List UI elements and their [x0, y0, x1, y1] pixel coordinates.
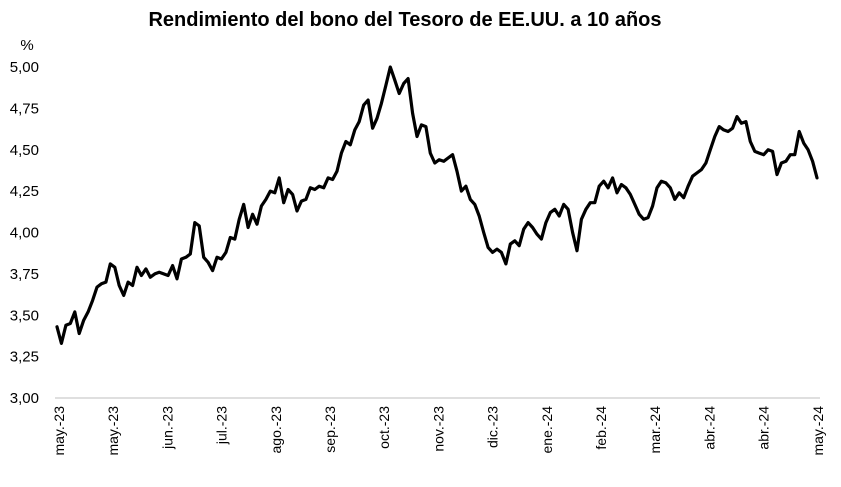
y-tick-label: 4,00: [10, 225, 39, 242]
x-tick-label: sep.-23: [322, 406, 338, 453]
x-axis-ticks: may.-23 may.-23 jun.-23 jul.-23 ago.-23 sep.-…: [51, 406, 826, 456]
x-tick-label: may.-23: [51, 406, 67, 456]
y-tick-label: 5,00: [10, 59, 39, 76]
y-tick-label: 4,50: [10, 142, 39, 159]
x-tick-label: abr.-24: [756, 406, 772, 450]
x-tick-label: dic.-23: [485, 406, 501, 448]
chart-title: Rendimiento del bono del Tesoro de EE.UU…: [148, 9, 661, 31]
y-tick-label: 3,00: [10, 390, 39, 407]
x-tick-label: ago.-23: [268, 406, 284, 454]
x-tick-label: may.-24: [810, 406, 826, 456]
x-tick-label: jul.-23: [214, 406, 230, 445]
series-line: [55, 65, 819, 345]
x-tick-label: ene.-24: [539, 406, 555, 454]
y-unit-label: %: [20, 37, 33, 54]
x-tick-label: abr.-24: [701, 406, 717, 450]
y-axis-ticks: 3,00 3,25 3,50 3,75 4,00 4,25 4,50 4,75 5,00: [10, 59, 39, 407]
x-tick-label: may.-23: [105, 406, 121, 456]
x-tick-label: oct.-23: [376, 406, 392, 449]
x-tick-label: nov.-23: [430, 406, 446, 452]
y-tick-label: 4,75: [10, 100, 39, 117]
y-tick-label: 3,50: [10, 307, 39, 324]
x-tick-label: mar.-24: [647, 406, 663, 454]
x-tick-label: jun.-23: [159, 406, 175, 450]
y-tick-label: 3,25: [10, 349, 39, 366]
y-tick-label: 3,75: [10, 266, 39, 283]
x-tick-label: feb.-24: [593, 406, 609, 450]
y-tick-label: 4,25: [10, 183, 39, 200]
